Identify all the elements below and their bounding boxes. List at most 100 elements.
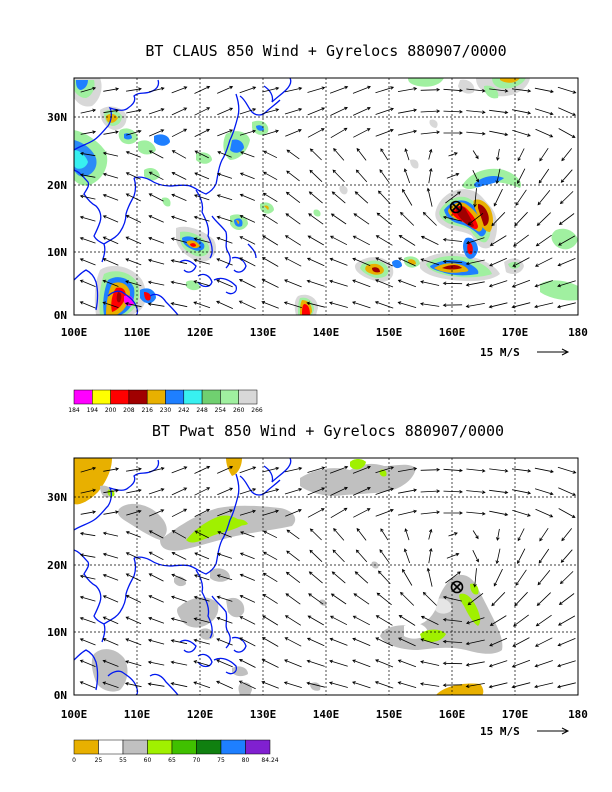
bottom-wind-arrow — [261, 659, 279, 668]
bottom-wind-arrow — [330, 593, 347, 605]
top-wind-arrow — [375, 235, 393, 246]
bottom-wind-arrow — [170, 682, 188, 688]
top-wind-arrow — [446, 172, 460, 179]
bottom-wind-arrow — [309, 528, 322, 541]
bottom-wind-arrow — [420, 510, 441, 515]
top-wind-arrow — [442, 215, 462, 222]
top-wind-arrow — [125, 236, 142, 245]
bottom-wind-arrow — [126, 488, 142, 494]
top-wind-arrow — [398, 257, 416, 267]
bottom-wind-arrow — [80, 488, 97, 494]
bottom-wind-arrow — [239, 488, 257, 495]
top-wind-arrow — [102, 301, 119, 308]
bottom-wind-arrow — [193, 681, 211, 689]
top-wind-arrow — [284, 235, 302, 246]
bottom-wind-arrow — [284, 466, 303, 473]
top-wind-arrow — [103, 87, 120, 92]
top-wind-arrow — [354, 191, 369, 204]
top-colorbar-swatch — [92, 389, 111, 405]
top-wind-arrow — [102, 151, 119, 157]
top-wind-arrow — [125, 172, 141, 180]
top-wind-arrow — [103, 130, 119, 135]
bottom-wind-arrow — [124, 682, 142, 688]
top-colorbar-swatch — [201, 389, 221, 405]
bottom-wind-arrow — [398, 615, 416, 626]
top-wind-arrow — [534, 302, 554, 309]
top-wind-arrow — [102, 258, 119, 266]
top-ytick-10n: 10N — [47, 246, 67, 259]
bottom-colorbar-swatch — [98, 739, 124, 755]
top-wind-arrow — [379, 169, 390, 183]
bottom-wind-arrow — [284, 659, 302, 668]
top-wind-arrow — [355, 169, 368, 183]
top-wind-arrow — [356, 147, 367, 161]
top-wind-arrow — [472, 170, 479, 183]
bottom-wind-arrow — [148, 467, 165, 473]
bottom-wind-arrow — [330, 486, 348, 496]
bottom-wind-arrow — [147, 660, 165, 666]
top-xtick-100e: 100E — [61, 326, 88, 339]
bottom-wind-arrow — [262, 509, 280, 516]
top-wind-arrow — [539, 147, 549, 162]
top-wind-arrow — [217, 151, 232, 158]
top-wind-arrow — [148, 108, 165, 115]
top-wind-arrow — [489, 130, 509, 137]
bottom-wind-arrow — [489, 637, 508, 647]
top-wind-arrow — [419, 302, 440, 307]
top-wind-arrow — [148, 87, 165, 93]
bottom-wind-arrow — [217, 531, 232, 538]
top-wind-arrow — [472, 150, 479, 160]
top-wind-arrow — [352, 85, 371, 94]
bottom-wind-arrow — [534, 467, 554, 474]
bottom-reference-vector-label: 15 M/S — [480, 725, 520, 738]
top-wind-arrow — [216, 215, 233, 222]
bottom-wind-arrow — [488, 660, 508, 668]
bottom-reference-arrow — [537, 727, 570, 735]
top-wind-arrow — [80, 130, 97, 135]
bottom-colorbar-label: 75 — [217, 757, 225, 764]
bottom-colorbar-swatch — [196, 739, 222, 755]
top-wind-arrow — [557, 258, 576, 267]
top-wind-arrow — [306, 279, 325, 287]
bottom-ytick-0n: 0N — [54, 689, 67, 702]
top-wind-arrow — [380, 148, 389, 161]
bottom-wind-arrow — [402, 568, 413, 586]
top-wind-arrow — [79, 173, 96, 178]
top-wind-arrow — [79, 215, 96, 222]
bottom-wind-arrow — [489, 615, 507, 626]
top-wind-arrow — [513, 234, 529, 247]
top-wind-arrow — [239, 236, 256, 245]
top-wind-arrow — [126, 87, 142, 92]
bottom-wind-arrow — [514, 591, 528, 607]
bottom-wind-arrow — [560, 549, 573, 563]
bottom-wind-arrow — [443, 468, 463, 473]
bottom-wind-arrow — [535, 508, 554, 518]
top-wind-arrow — [560, 169, 573, 183]
top-wind-arrow — [79, 279, 96, 287]
bottom-wind-arrow — [489, 510, 509, 517]
bottom-wind-arrow — [308, 571, 323, 584]
bottom-wind-arrow — [79, 595, 96, 602]
top-wind-arrow — [489, 235, 507, 246]
bottom-wind-arrow — [377, 570, 391, 585]
bottom-wind-arrow — [472, 530, 479, 540]
top-wind-arrow — [171, 128, 188, 138]
bottom-wind-arrow — [328, 681, 348, 688]
bottom-wind-arrow — [102, 574, 119, 581]
top-wind-arrow — [103, 108, 120, 114]
bottom-xtick-130e: 130E — [250, 708, 277, 721]
top-wind-arrow — [194, 172, 210, 180]
top-wind-arrow — [262, 171, 278, 181]
top-wind-arrow — [375, 86, 395, 94]
top-wind-arrow — [80, 108, 97, 114]
bottom-wind-arrow — [79, 574, 96, 580]
bottom-wind-arrow — [102, 531, 119, 537]
bottom-wind-arrow — [170, 639, 188, 645]
bottom-wind-arrow — [263, 530, 278, 539]
bottom-wind-arrow — [194, 552, 210, 560]
bottom-wind-arrow — [171, 530, 187, 539]
top-wind-arrow — [126, 129, 142, 136]
bottom-wind-arrow — [467, 592, 484, 606]
top-wind-arrow — [488, 280, 508, 288]
bottom-wind-arrow — [285, 571, 301, 584]
